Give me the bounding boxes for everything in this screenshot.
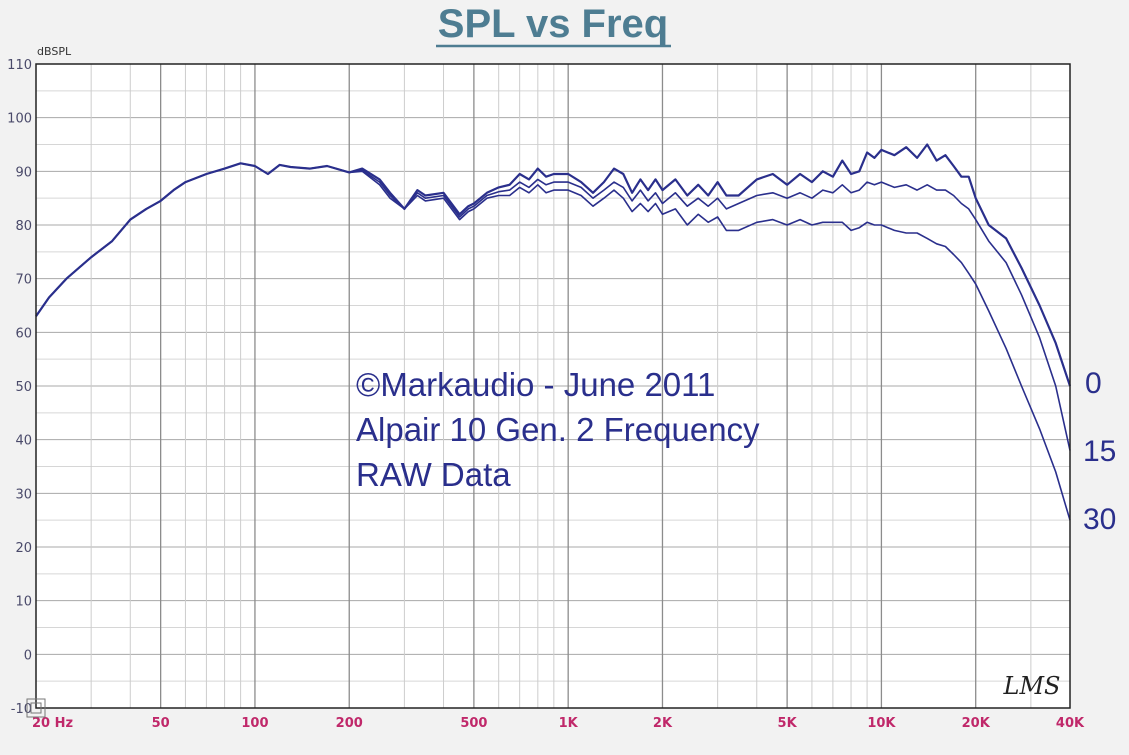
y-tick-label: 20: [15, 541, 32, 556]
y-tick-label: 0: [24, 648, 32, 663]
x-tick-label: 50: [152, 716, 170, 731]
lms-signature: LMS: [1003, 672, 1061, 700]
corner-resize-handle-icon[interactable]: [26, 698, 46, 718]
x-tick-label: 20K: [962, 716, 991, 731]
x-tick-label: 2K: [653, 716, 673, 731]
plot-frame: [35, 63, 1071, 709]
y-tick-label: -10: [11, 702, 32, 717]
x-tick-label: 100: [241, 716, 268, 731]
chart-title-group: SPL vs Freq: [436, 2, 671, 48]
y-tick-label: 110: [7, 58, 32, 73]
x-tick-label: 500: [460, 716, 487, 731]
y-tick-label: 40: [15, 434, 32, 449]
y-tick-label: 100: [7, 112, 32, 127]
annotation-line: Alpair 10 Gen. 2 Frequency: [356, 411, 760, 448]
y-tick-label: 30: [15, 487, 32, 502]
annotation-line: ©Markaudio - June 2011: [356, 366, 715, 403]
x-tick-label: 40K: [1056, 716, 1085, 731]
series-label-15: 15: [1083, 435, 1116, 468]
chart-annotations: ©Markaudio - June 2011 Alpair 10 Gen. 2 F…: [356, 366, 760, 493]
y-axis-unit-label: dBSPL: [37, 45, 72, 58]
grid-lines: [36, 63, 1070, 709]
series-label-30: 30: [1083, 503, 1116, 536]
series-lines: [35, 143, 1072, 521]
annotation-line: RAW Data: [356, 456, 511, 493]
chart-title: SPL vs Freq: [438, 2, 668, 46]
series-end-labels: 0 15 30: [1083, 367, 1116, 536]
series-line-30: [35, 162, 1071, 521]
y-tick-label: 90: [15, 165, 32, 180]
series-label-0: 0: [1085, 367, 1102, 400]
y-tick-label: 60: [15, 326, 32, 341]
x-tick-label: 5K: [778, 716, 798, 731]
x-tick-labels: 20 Hz 50 100 200 500 1K 2K 5K 10K 20K 40K: [32, 716, 1085, 731]
x-tick-label: 1K: [559, 716, 579, 731]
y-tick-labels: -10 0 10 20 30 40 50 60 70 80 90 100 110: [7, 58, 32, 717]
x-tick-label: 200: [336, 716, 363, 731]
y-tick-label: 50: [15, 380, 32, 395]
y-tick-label: 80: [15, 219, 32, 234]
x-tick-label: 20 Hz: [32, 716, 73, 731]
y-tick-label: 70: [15, 273, 32, 288]
y-tick-label: 10: [15, 595, 32, 610]
x-tick-label: 10K: [867, 716, 896, 731]
